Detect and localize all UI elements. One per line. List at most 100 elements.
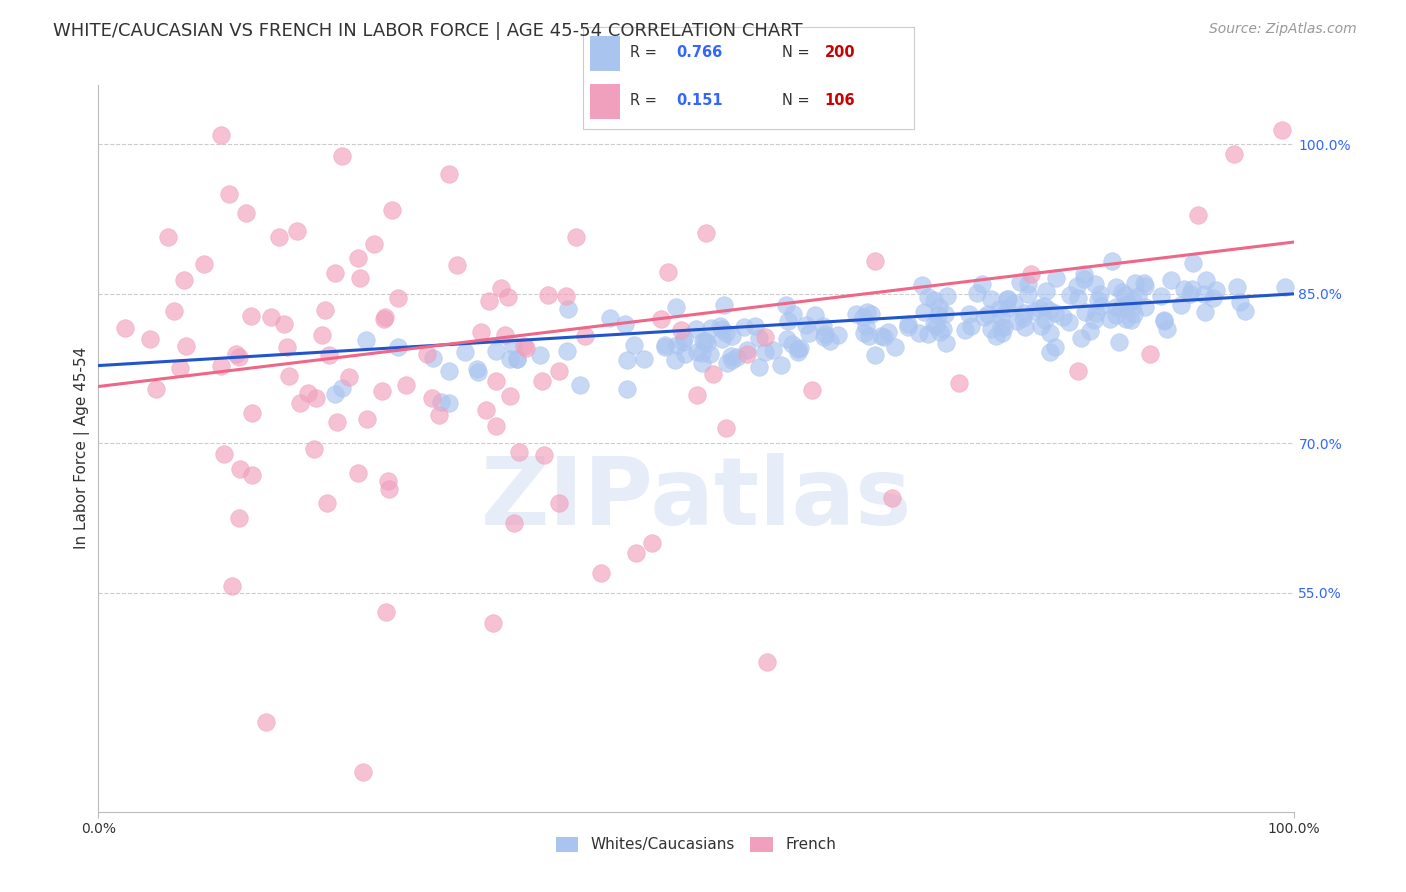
Point bbox=[633, 351, 655, 366]
Point bbox=[1029, 318, 1052, 333]
Point bbox=[672, 334, 695, 349]
Point bbox=[695, 226, 717, 240]
Point bbox=[1133, 279, 1156, 293]
Point bbox=[1039, 326, 1062, 341]
Point bbox=[1073, 267, 1095, 281]
Point bbox=[267, 229, 290, 244]
Point bbox=[673, 346, 696, 360]
Point bbox=[934, 307, 956, 321]
Point bbox=[865, 253, 887, 268]
Point bbox=[1115, 298, 1137, 312]
Point bbox=[276, 340, 298, 354]
Point bbox=[1271, 123, 1294, 137]
Point bbox=[720, 349, 742, 363]
Text: 106: 106 bbox=[825, 93, 855, 108]
Point bbox=[721, 352, 744, 367]
Point bbox=[935, 335, 957, 350]
Point bbox=[1043, 340, 1066, 354]
Text: 200: 200 bbox=[825, 45, 855, 60]
Point bbox=[494, 327, 516, 342]
Point bbox=[240, 406, 263, 420]
Point bbox=[932, 321, 955, 335]
Point bbox=[650, 312, 672, 326]
Point bbox=[1201, 291, 1223, 305]
Point bbox=[1084, 277, 1107, 292]
Point bbox=[664, 352, 686, 367]
Point bbox=[769, 358, 792, 372]
Point bbox=[654, 340, 676, 354]
Point bbox=[311, 328, 333, 343]
Point bbox=[762, 343, 785, 357]
Point bbox=[845, 307, 868, 321]
Point bbox=[1059, 288, 1081, 302]
Point bbox=[212, 447, 235, 461]
Point bbox=[735, 346, 758, 360]
Point bbox=[986, 329, 1008, 343]
Point bbox=[285, 224, 308, 238]
Point bbox=[574, 328, 596, 343]
Point bbox=[990, 320, 1012, 334]
Point bbox=[1012, 310, 1035, 325]
Point bbox=[754, 329, 776, 343]
Point bbox=[297, 385, 319, 400]
Point bbox=[991, 326, 1014, 340]
Point bbox=[508, 444, 530, 458]
Point bbox=[1019, 267, 1042, 281]
Point bbox=[721, 329, 744, 343]
Point bbox=[1057, 315, 1080, 329]
Point bbox=[1039, 344, 1062, 359]
Point bbox=[897, 320, 920, 334]
Point bbox=[1067, 291, 1090, 305]
Point bbox=[506, 352, 529, 367]
Point bbox=[499, 389, 522, 403]
Point bbox=[363, 237, 385, 252]
Point bbox=[1028, 301, 1050, 316]
Point bbox=[173, 273, 195, 287]
Point bbox=[1017, 286, 1039, 301]
Point bbox=[430, 395, 453, 409]
Point bbox=[229, 461, 252, 475]
Point bbox=[755, 656, 778, 670]
Point bbox=[323, 386, 346, 401]
Bar bbox=[591, 36, 620, 70]
Point bbox=[325, 266, 347, 280]
Point bbox=[709, 319, 731, 334]
Point bbox=[416, 347, 439, 361]
Text: R =: R = bbox=[630, 45, 661, 60]
Point bbox=[1074, 305, 1097, 319]
Point bbox=[614, 317, 637, 331]
Point bbox=[326, 415, 349, 429]
Point bbox=[803, 308, 825, 322]
Point bbox=[1099, 312, 1122, 326]
Point bbox=[877, 325, 900, 339]
Point bbox=[485, 344, 508, 359]
Point bbox=[1022, 304, 1045, 318]
Point bbox=[533, 448, 555, 462]
Point bbox=[375, 605, 398, 619]
Point bbox=[811, 318, 834, 333]
Point bbox=[470, 325, 492, 339]
Text: WHITE/CAUCASIAN VS FRENCH IN LABOR FORCE | AGE 45-54 CORRELATION CHART: WHITE/CAUCASIAN VS FRENCH IN LABOR FORCE… bbox=[53, 22, 803, 40]
Point bbox=[1085, 305, 1108, 319]
Text: ZIPatlas: ZIPatlas bbox=[481, 453, 911, 545]
Point bbox=[855, 305, 877, 319]
Point bbox=[1070, 331, 1092, 345]
Point bbox=[827, 328, 849, 343]
Point bbox=[347, 252, 370, 266]
Text: N =: N = bbox=[782, 93, 814, 108]
Point bbox=[1083, 313, 1105, 327]
Point bbox=[927, 308, 949, 322]
Point bbox=[218, 187, 240, 202]
Point bbox=[778, 314, 800, 328]
Point bbox=[733, 319, 755, 334]
Point bbox=[515, 341, 537, 355]
Point bbox=[665, 300, 688, 314]
Point bbox=[502, 338, 524, 352]
Point bbox=[316, 496, 339, 510]
Point bbox=[1274, 279, 1296, 293]
Point bbox=[139, 332, 162, 346]
Point bbox=[548, 364, 571, 378]
Point bbox=[1033, 313, 1056, 327]
Point bbox=[1115, 312, 1137, 326]
Point bbox=[446, 258, 468, 272]
